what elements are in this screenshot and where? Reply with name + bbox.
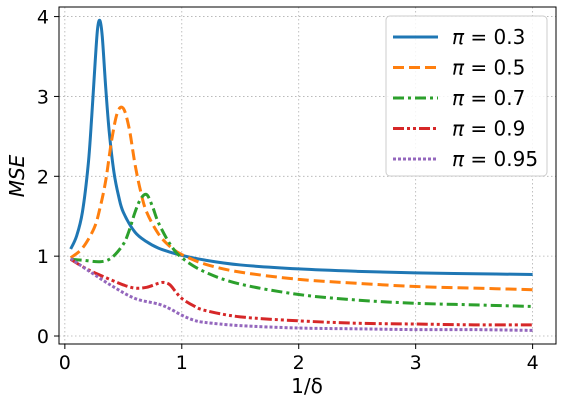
legend-value: 0.3 <box>494 25 526 49</box>
series-group <box>69 18 533 332</box>
legend-equals: = <box>464 25 493 49</box>
x-axis-label: 1/δ <box>291 374 323 398</box>
series-line-2 <box>69 105 533 292</box>
x-tick-label: 4 <box>527 352 539 374</box>
legend-equals: = <box>464 147 493 171</box>
legend: π = 0.3π = 0.5π = 0.7π = 0.9π = 0.95 <box>385 15 548 177</box>
legend-symbol: π <box>452 86 465 110</box>
legend-equals: = <box>464 56 493 80</box>
legend-entry-label: π = 0.9 <box>452 117 525 141</box>
legend-equals: = <box>464 117 493 141</box>
legend-value: 0.95 <box>494 147 539 171</box>
y-axis-label: MSE <box>5 154 29 197</box>
series-line-3 <box>70 192 533 308</box>
legend-symbol: π <box>452 56 465 80</box>
legend-entry-label: π = 0.95 <box>452 147 538 171</box>
ticks: 0 1 2 3 4 0 1 2 3 4 <box>37 7 539 374</box>
plot-frame <box>58 6 557 345</box>
y-tick-label: 0 <box>37 326 49 348</box>
legend-symbol: π <box>452 147 465 171</box>
x-tick-label: 3 <box>410 352 422 374</box>
x-tick-label: 2 <box>293 352 305 374</box>
legend-entry-label: π = 0.7 <box>452 86 525 110</box>
legend-equals: = <box>464 86 493 110</box>
series-line-4 <box>69 258 533 327</box>
y-tick-label: 2 <box>37 166 49 188</box>
legend-symbol: π <box>452 117 465 141</box>
legend-value: 0.5 <box>494 56 526 80</box>
legend-symbol: π <box>452 25 465 49</box>
x-tick-label: 0 <box>59 352 71 374</box>
y-tick-label: 3 <box>37 86 49 108</box>
legend-frame <box>385 15 548 177</box>
legend-entry-label: π = 0.5 <box>452 56 525 80</box>
y-tick-label: 4 <box>37 7 49 29</box>
x-tick-label: 1 <box>176 352 188 374</box>
series-line-1 <box>69 18 533 277</box>
y-tick-label: 1 <box>37 246 49 268</box>
legend-value: 0.9 <box>494 117 526 141</box>
legend-entry-label: π = 0.3 <box>452 25 525 49</box>
series-line-5 <box>69 257 533 332</box>
legend-value: 0.7 <box>494 86 526 110</box>
